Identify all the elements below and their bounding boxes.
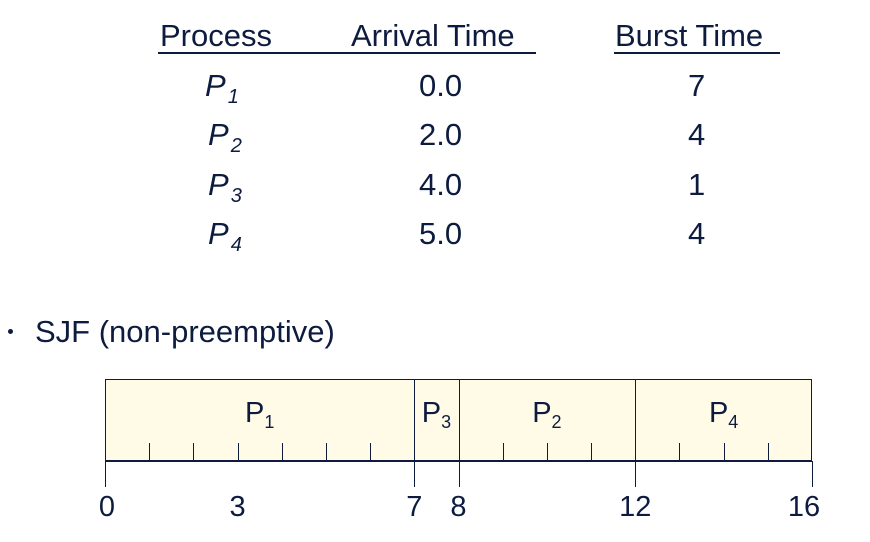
bullet-icon bbox=[8, 329, 13, 334]
segment-divider bbox=[414, 379, 416, 461]
time-tick bbox=[679, 443, 681, 461]
algorithm-label: SJF (non-preemptive) bbox=[35, 314, 335, 349]
axis-label: 7 bbox=[406, 491, 423, 523]
time-tick bbox=[149, 443, 151, 461]
gantt-segment-label: P3 bbox=[421, 397, 452, 432]
arrival-time-value: 2.0 bbox=[419, 117, 463, 152]
header-underline bbox=[158, 52, 536, 54]
arrival-time-value: 4.0 bbox=[419, 167, 463, 202]
arrival-time-value: 5.0 bbox=[419, 216, 463, 251]
header-process: Process bbox=[160, 18, 272, 53]
burst-time-value: 7 bbox=[688, 68, 706, 103]
time-tick bbox=[591, 443, 593, 461]
time-tick bbox=[767, 443, 769, 461]
time-tick bbox=[325, 443, 327, 461]
header-underline-burst bbox=[614, 52, 780, 54]
axis-label: 3 bbox=[229, 491, 246, 523]
burst-time-value: 1 bbox=[688, 167, 706, 202]
gantt-segment-label: P2 bbox=[532, 397, 562, 432]
boundary-tick bbox=[105, 461, 106, 487]
gantt-segment-label: P1 bbox=[244, 397, 275, 432]
boundary-tick bbox=[812, 461, 813, 487]
time-tick bbox=[370, 443, 372, 461]
segment-divider bbox=[458, 379, 460, 461]
axis-label: 0 bbox=[98, 491, 116, 523]
boundary-tick bbox=[414, 461, 416, 487]
boundary-tick bbox=[458, 461, 460, 487]
time-tick bbox=[237, 443, 239, 461]
time-tick bbox=[281, 443, 283, 461]
time-tick bbox=[193, 443, 195, 461]
time-tick bbox=[723, 443, 725, 461]
gantt-segment-label: P4 bbox=[708, 397, 739, 432]
segment-divider bbox=[635, 379, 637, 461]
time-tick bbox=[502, 443, 504, 461]
axis-label: 16 bbox=[787, 491, 821, 523]
burst-time-value: 4 bbox=[688, 117, 706, 152]
time-tick bbox=[546, 443, 548, 461]
axis-label: 12 bbox=[619, 491, 652, 523]
arrival-time-value: 0.0 bbox=[419, 68, 463, 103]
boundary-tick bbox=[635, 461, 637, 487]
burst-time-value: 4 bbox=[688, 216, 706, 251]
header-arrival-time: Arrival Time bbox=[351, 18, 515, 53]
axis-label: 8 bbox=[450, 491, 467, 523]
header-burst-time: Burst Time bbox=[615, 18, 764, 53]
